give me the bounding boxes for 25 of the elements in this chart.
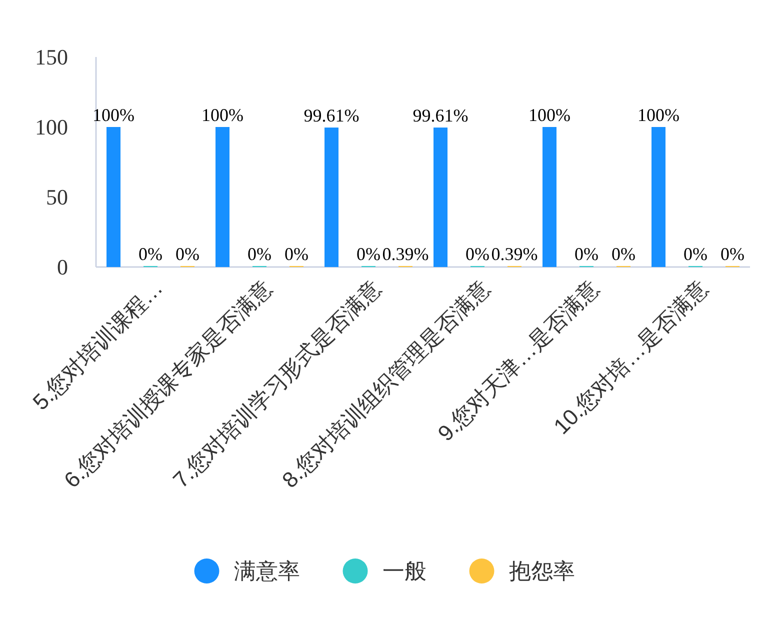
data-label: 0% <box>612 244 636 264</box>
data-label: 0% <box>356 244 380 264</box>
y-tick-label: 100 <box>35 114 68 140</box>
y-tick-label: 150 <box>35 44 68 70</box>
data-label: 100% <box>638 105 680 125</box>
data-label: 0% <box>720 244 744 264</box>
data-label: 0% <box>684 244 708 264</box>
data-label: 100% <box>202 105 244 125</box>
data-label: 100% <box>92 105 134 125</box>
legend-label: 满意率 <box>234 558 300 584</box>
data-label: 99.61% <box>304 106 360 126</box>
y-tick-label: 0 <box>57 254 68 280</box>
data-label: 0% <box>138 244 162 264</box>
data-label: 0.39% <box>382 244 429 264</box>
data-label: 0% <box>284 244 308 264</box>
y-tick-label: 50 <box>46 184 68 210</box>
legend-label: 一般 <box>382 558 426 584</box>
data-label: 0% <box>176 244 200 264</box>
data-label: 0% <box>466 244 490 264</box>
data-label: 100% <box>528 105 570 125</box>
data-label: 0% <box>248 244 272 264</box>
data-label: 99.61% <box>412 106 468 126</box>
data-label: 0.39% <box>491 244 538 264</box>
legend-label: 抱怨率 <box>508 558 575 584</box>
data-label: 0% <box>574 244 598 264</box>
